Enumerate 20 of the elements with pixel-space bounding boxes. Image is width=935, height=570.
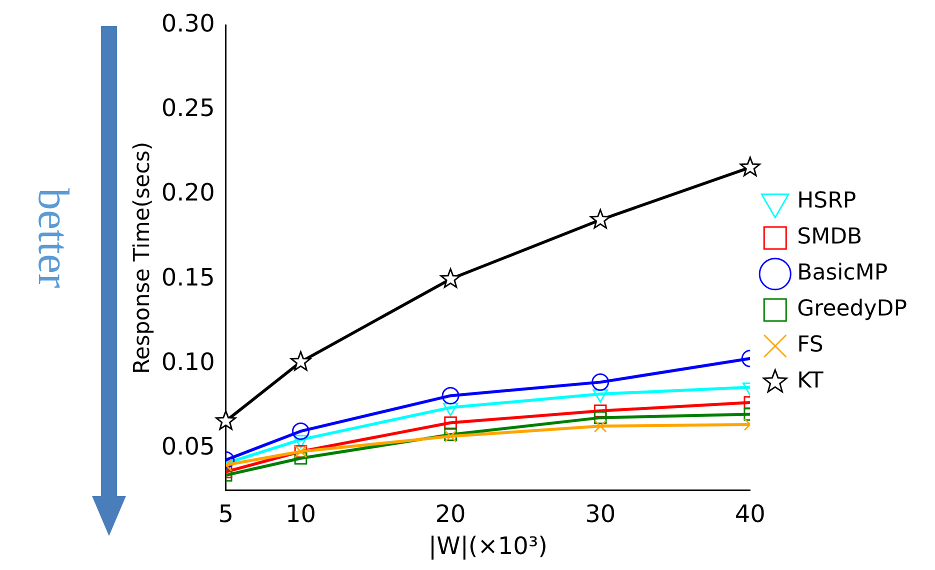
legend-label: SMDB [797, 224, 862, 250]
x-tick-label: 30 [585, 500, 616, 528]
legend-label: GreedyDP [797, 296, 908, 322]
legend-label: BasicMP [797, 260, 888, 286]
legend-label: HSRP [797, 188, 856, 214]
legend-label: KT [797, 368, 824, 394]
text: better [28, 188, 79, 288]
y-tick-label: 0.20 [161, 178, 215, 207]
y-tick-label: 0.30 [161, 10, 215, 38]
x-tick-label: 20 [435, 500, 466, 528]
y-tick-label: 0.05 [161, 432, 215, 460]
x-tick-label: 5 [218, 500, 234, 528]
y-tick-label: 0.10 [161, 348, 215, 376]
y-tick-label: 0.15 [161, 263, 215, 292]
y-tick-label: 0.25 [161, 94, 215, 122]
x-tick-label: 40 [734, 500, 766, 528]
x-axis-title: |W|(×10³) [428, 532, 548, 560]
x-tick-label: 10 [285, 500, 316, 528]
legend-label: FS [797, 332, 824, 358]
y-axis-title: Response Time(secs) [130, 142, 155, 374]
